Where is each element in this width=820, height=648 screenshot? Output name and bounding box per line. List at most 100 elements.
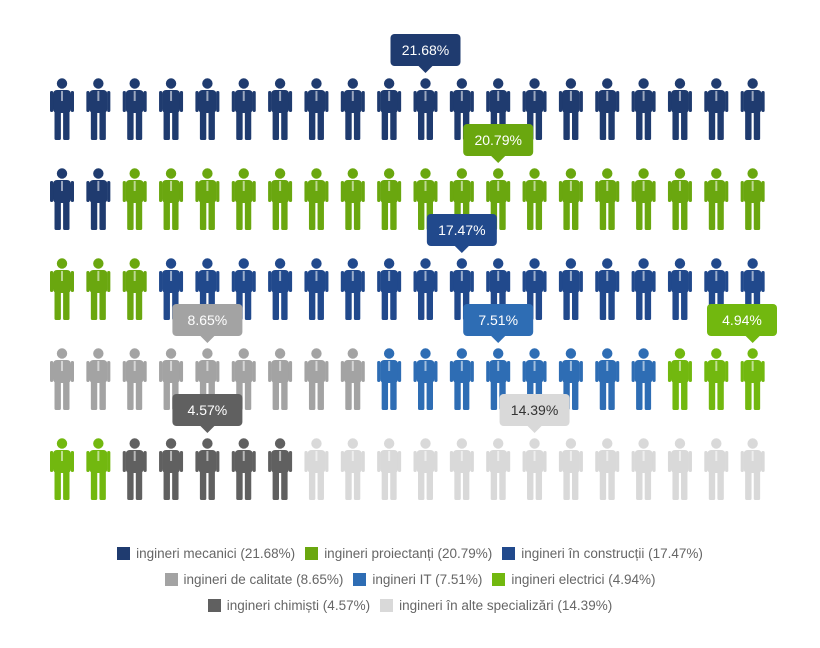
person-icon <box>340 78 365 140</box>
person-icon <box>340 438 365 500</box>
person-icon <box>268 348 293 410</box>
person-icon <box>413 258 438 320</box>
legend-label: ingineri electrici (4.94%) <box>511 571 656 587</box>
person-icon <box>268 258 293 320</box>
person-icon <box>50 258 74 320</box>
data-label: 14.39% <box>511 402 558 418</box>
person-icon <box>86 438 111 500</box>
person-icon <box>740 168 765 230</box>
person-icon <box>558 78 583 140</box>
person-icon <box>413 348 438 410</box>
legend-swatch <box>502 546 516 560</box>
person-icon <box>595 168 620 230</box>
person-icon <box>704 348 729 410</box>
legend-item[interactable]: ingineri mecanici (21.68%) <box>117 546 295 561</box>
legend-swatch <box>353 572 367 586</box>
person-icon <box>449 78 474 140</box>
person-icon <box>667 348 692 410</box>
person-icon <box>413 168 438 230</box>
pictograph-chart: 21.68% 20.79% 17.47% 8.65% 7.51% 4.94% 4.57% 14… <box>50 34 777 500</box>
legend-item[interactable]: ingineri chimiști (4.57%) <box>207 598 370 613</box>
person-icon <box>50 438 74 500</box>
person-icon <box>595 78 620 140</box>
person-icon <box>631 348 656 410</box>
data-label: 20.79% <box>474 132 521 148</box>
person-icon <box>631 168 656 230</box>
person-icon <box>195 168 220 230</box>
legend-label: ingineri mecanici (21.68%) <box>136 545 296 561</box>
data-label: 17.47% <box>438 222 485 238</box>
legend-label: ingineri de calitate (8.65%) <box>183 571 344 587</box>
legend-label: ingineri IT (7.51%) <box>372 571 483 587</box>
data-label-tooltip: 4.94% <box>707 304 777 343</box>
person-icon <box>268 78 293 140</box>
legend-item[interactable]: ingineri în construcții (17.47%) <box>502 546 703 561</box>
person-icon <box>304 78 329 140</box>
person-icon <box>340 168 365 230</box>
person-icon <box>377 438 402 500</box>
person-icon <box>231 438 256 500</box>
legend-swatch <box>207 598 221 612</box>
person-icon <box>631 438 656 500</box>
person-icon <box>413 438 438 500</box>
legend-item[interactable]: ingineri în alte specializări (14.39%) <box>380 598 612 613</box>
person-icon <box>159 168 184 230</box>
person-icon <box>304 168 329 230</box>
person-icon <box>122 258 147 320</box>
data-label-tooltip: 7.51% <box>463 304 534 343</box>
person-icon <box>449 438 474 500</box>
legend-swatch <box>164 572 178 586</box>
data-label: 21.68% <box>402 42 449 58</box>
person-icon <box>377 348 402 410</box>
legend-item[interactable]: ingineri proiectanți (20.79%) <box>305 546 492 561</box>
data-label: 4.57% <box>188 402 228 418</box>
person-icon <box>304 438 329 500</box>
person-icon <box>231 168 256 230</box>
person-icon <box>595 258 620 320</box>
person-icon <box>704 438 729 500</box>
person-icon <box>377 168 402 230</box>
person-icon <box>667 438 692 500</box>
legend-row: ingineri chimiști (4.57%) ingineri în alt… <box>40 592 780 618</box>
person-icon <box>740 78 765 140</box>
legend-row: ingineri mecanici (21.68%) ingineri proie… <box>40 540 780 566</box>
person-icon <box>86 78 111 140</box>
data-label-tooltip: 8.65% <box>172 304 243 343</box>
person-icon <box>231 78 256 140</box>
person-icon <box>340 258 365 320</box>
person-icon <box>340 348 365 410</box>
data-label-tooltip: 21.68% <box>390 34 461 73</box>
person-icon <box>558 168 583 230</box>
person-icon <box>159 258 184 320</box>
legend-item[interactable]: ingineri IT (7.51%) <box>353 572 482 587</box>
person-icon <box>122 78 147 140</box>
person-icon <box>268 438 293 500</box>
person-icon <box>522 438 547 500</box>
person-icon <box>558 438 583 500</box>
person-icon <box>195 438 220 500</box>
person-icon <box>667 258 692 320</box>
person-icon <box>268 168 293 230</box>
person-icon <box>377 78 402 140</box>
person-icon <box>159 78 184 140</box>
data-label-tooltip: 20.79% <box>463 124 534 163</box>
legend-item[interactable]: ingineri de calitate (8.65%) <box>164 571 344 587</box>
person-icon <box>704 168 729 230</box>
person-icon <box>195 78 220 140</box>
person-icon <box>449 348 474 410</box>
person-icon <box>631 78 656 140</box>
legend-row: ingineri de calitate (8.65%) ingineri IT … <box>40 566 780 592</box>
person-icon <box>667 78 692 140</box>
legend-item[interactable]: ingineri electrici (4.94%) <box>492 572 655 587</box>
person-icon <box>377 258 402 320</box>
person-icon <box>740 438 765 500</box>
person-icon <box>667 168 692 230</box>
person-icon <box>522 168 547 230</box>
legend-label: ingineri proiectanți (20.79%) <box>324 545 493 561</box>
person-icon <box>595 438 620 500</box>
legend-swatch <box>380 598 394 612</box>
legend-swatch <box>305 546 319 560</box>
person-icon <box>304 348 329 410</box>
data-label: 7.51% <box>478 312 518 328</box>
person-icon <box>50 348 74 410</box>
